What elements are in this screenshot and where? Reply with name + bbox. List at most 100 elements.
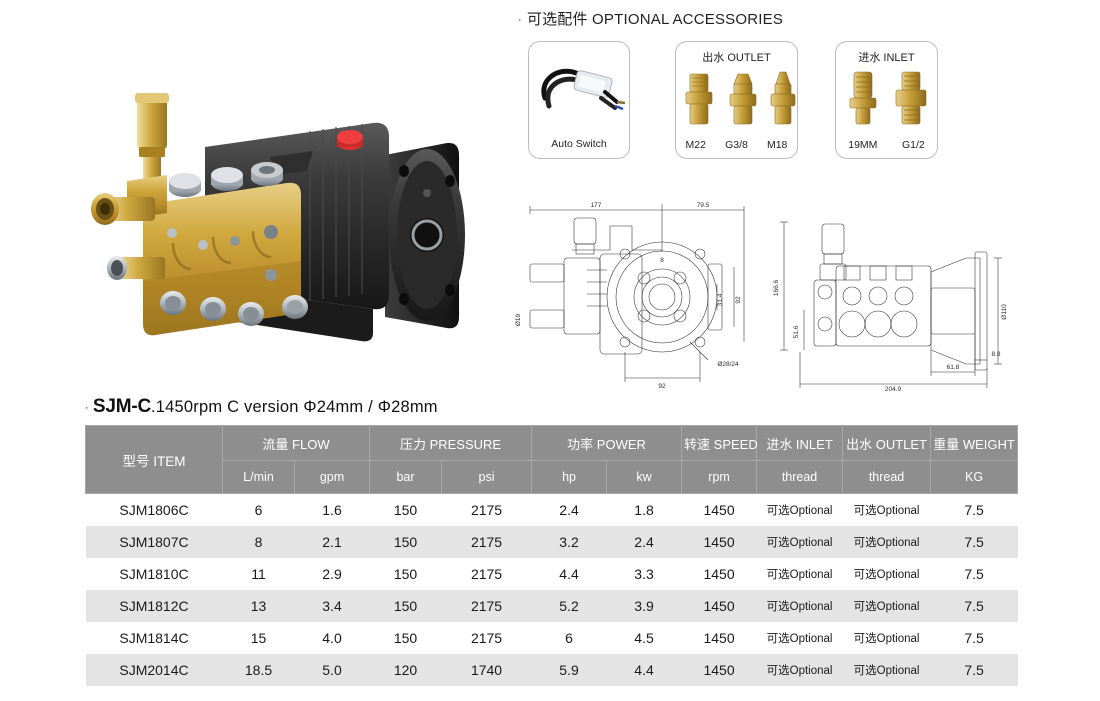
col-header-power: 功率 POWER [531,425,683,461]
col-header-speed: 转速 SPEED [681,425,758,461]
specifications-section: · SJM-C.1450rpm C version Φ24mm / Φ28mm 型… [85,396,1019,686]
col-unit-kg: KG [930,460,1019,494]
cell-item: SJM1812C [85,590,223,622]
col-unit-bar: bar [369,460,443,494]
pump-product-photo [55,85,495,385]
cell-item: SJM1810C [85,558,223,590]
dim-166-6: 166.6 [773,279,780,296]
cell-bar: 150 [369,558,442,590]
cell-outlet: 可选Optional [842,558,931,590]
cell-kg: 7.5 [930,558,1018,590]
cell-rpm: 1450 [681,558,757,590]
cell-lmin: 11 [222,558,295,590]
outlet-quick-coupler [91,193,155,225]
outlet-part-label-2: G3/8 [725,139,748,151]
dim-dia-19: Ø19 [515,313,522,326]
cell-bar: 150 [369,526,442,558]
cell-inlet: 可选Optional [756,493,843,526]
pump-flange [385,142,465,329]
cell-psi: 2175 [441,493,532,526]
cell-kw: 3.9 [606,590,682,622]
technical-drawings-section: 177 79.5 92 8 Ø19 92 31.4 Ø28/24 [512,192,1027,393]
inlet-barb [107,256,165,280]
dim-31-4: 31.4 [717,293,724,306]
cell-hp: 5.2 [531,590,607,622]
bullet-icon: · [518,14,522,27]
spec-title-detail: .1450rpm C version Φ24mm / Φ28mm [151,398,438,416]
dim-177: 177 [591,202,602,209]
cell-kg: 7.5 [930,526,1018,558]
outlet-fittings-icon [676,68,797,130]
cell-psi: 2175 [441,526,532,558]
accessory-box-auto-switch[interactable]: Auto Switch [528,41,630,159]
accessories-heading-label: 可选配件 OPTIONAL ACCESSORIES [526,11,784,28]
cell-hp: 4.4 [531,558,607,590]
col-header-outlet: 出水 OUTLET [842,425,932,461]
cell-outlet: 可选Optional [842,493,931,526]
col-unit-rpm: rpm [681,460,758,494]
cell-rpm: 1450 [681,526,757,558]
cell-rpm: 1450 [681,622,757,654]
cell-outlet: 可选Optional [842,590,931,622]
drawing-side-view: 166.6 51.6 204.9 61.8 8.8 Ø110 [770,192,1027,393]
table-header-unit-row: L/min gpm bar psi hp kw rpm thread threa… [86,460,1019,494]
cell-psi: 2175 [441,590,532,622]
cell-gpm: 3.4 [294,590,370,622]
cell-lmin: 15 [222,622,295,654]
inlet-part-labels: 19MM G1/2 [836,139,937,151]
col-header-flow: 流量 FLOW [221,425,371,461]
col-unit-hp: hp [531,460,608,494]
dim-8-8: 8.8 [991,351,1000,358]
cell-psi: 1740 [441,654,532,686]
cell-hp: 5.9 [531,654,607,686]
inlet-part-label-2: G1/2 [901,139,925,151]
cell-kw: 4.5 [606,622,682,654]
col-header-inlet: 进水 INLET [756,425,844,461]
cell-psi: 2175 [441,622,532,654]
dim-92-bottom: 92 [658,383,666,390]
col-unit-gpm: gpm [293,460,371,494]
bullet-icon: · [85,401,89,414]
cell-item: SJM1814C [85,622,223,654]
col-header-pressure: 压力 PRESSURE [369,425,533,461]
accessory-box-inlet[interactable]: 进水 INLET [835,41,938,159]
cell-gpm: 2.9 [294,558,370,590]
inlet-fittings-icon [836,68,937,130]
dim-8: 8 [660,257,664,264]
cell-rpm: 1450 [681,590,757,622]
col-unit-psi: psi [441,460,533,494]
col-header-item: 型号 ITEM [85,425,223,494]
cell-gpm: 1.6 [294,493,370,526]
dim-dia-110: Ø110 [1001,304,1008,320]
cell-hp: 3.2 [531,526,607,558]
cell-bar: 150 [369,622,442,654]
red-oil-cap [337,130,363,150]
cell-bar: 150 [369,590,442,622]
accessory-box-outlet[interactable]: 出水 OUTLET [675,41,798,159]
table-row: SJM2014C 18.5 5.0 120 1740 5.9 4.4 1450 可选Option… [85,654,1018,686]
cell-rpm: 1450 [681,493,757,526]
table-row: SJM1806C 6 1.6 150 2175 2.4 1.8 1450 可选Optional 可… [85,493,1018,526]
outlet-box-title: 出水 OUTLET [702,52,771,64]
cell-kg: 7.5 [930,654,1018,686]
inlet-box-title: 进水 INLET [858,52,915,64]
cell-bar: 120 [369,654,442,686]
pump-photo-art [91,93,465,342]
col-header-weight: 重量 WEIGHT [930,425,1019,461]
cell-kg: 7.5 [930,493,1018,526]
cell-lmin: 6 [222,493,295,526]
cell-hp: 2.4 [531,493,607,526]
inlet-part-label-1: 19MM [848,139,878,151]
bottom-plugs [160,291,308,326]
col-unit-outlet-thread: thread [842,460,932,494]
dim-79-5: 79.5 [697,202,710,209]
specifications-table-body: SJM1806C 6 1.6 150 2175 2.4 1.8 1450 可选Optional 可… [85,493,1018,686]
outlet-part-labels: M22 G3/8 M18 [676,139,797,151]
auto-switch-icon [529,56,629,128]
cell-inlet: 可选Optional [756,526,843,558]
valve-caps [169,162,283,197]
table-header-group-row: 型号 ITEM 流量 FLOW 压力 PRESSURE 功率 POWER 转速 … [85,425,1019,494]
cell-bar: 150 [369,493,442,526]
cell-item: SJM1806C [85,493,223,526]
pump-brass-manifold [143,162,308,336]
